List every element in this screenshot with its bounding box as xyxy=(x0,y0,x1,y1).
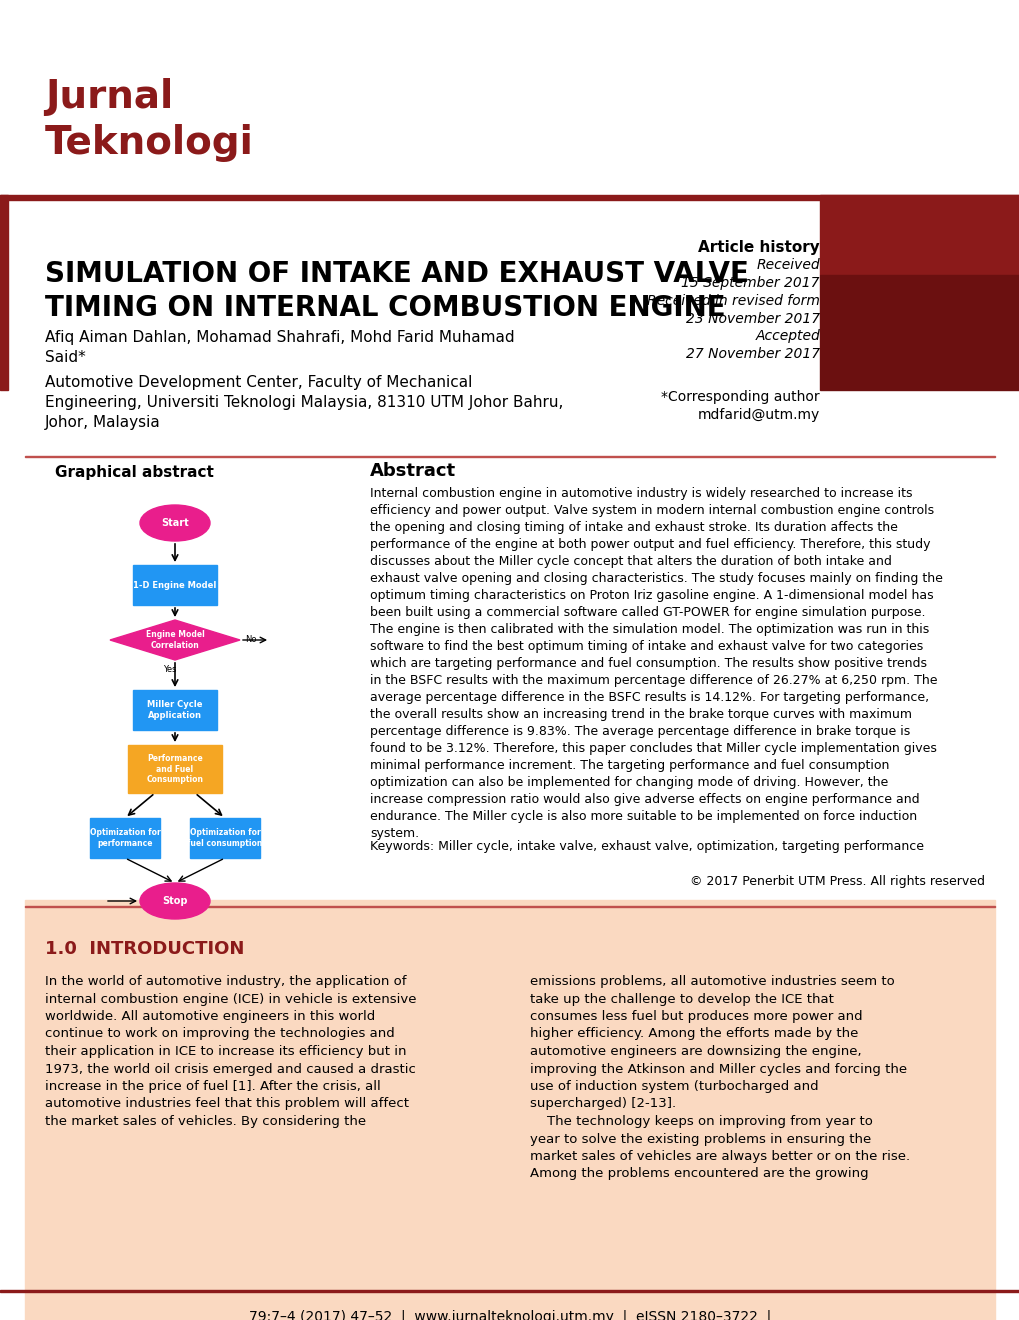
Text: Miller Cycle
Application: Miller Cycle Application xyxy=(147,701,203,719)
Bar xyxy=(0,198,819,201)
Text: Abstract: Abstract xyxy=(370,462,455,480)
FancyBboxPatch shape xyxy=(90,818,160,858)
Text: Automotive Development Center, Faculty of Mechanical
Engineering, Universiti Tek: Automotive Development Center, Faculty o… xyxy=(45,375,562,429)
FancyBboxPatch shape xyxy=(132,565,217,605)
Text: Graphical abstract: Graphical abstract xyxy=(55,465,214,480)
Text: Internal combustion engine in automotive industry is widely researched to increa: Internal combustion engine in automotive… xyxy=(370,487,942,840)
Bar xyxy=(0,1290,1019,1292)
Text: Yes: Yes xyxy=(163,665,176,675)
Text: Optimization for
fuel consumption: Optimization for fuel consumption xyxy=(187,829,263,847)
FancyBboxPatch shape xyxy=(127,744,222,793)
Text: SIMULATION OF INTAKE AND EXHAUST VALVE
TIMING ON INTERNAL COMBUSTION ENGINE: SIMULATION OF INTAKE AND EXHAUST VALVE T… xyxy=(45,260,748,322)
Text: 79:7–4 (2017) 47–52  |  www.jurnalteknologi.utm.my  |  eISSN 2180–3722  |: 79:7–4 (2017) 47–52 | www.jurnalteknolog… xyxy=(249,1309,770,1320)
Text: Stop: Stop xyxy=(162,896,187,906)
Text: *Corresponding author
mdfarid@utm.my: *Corresponding author mdfarid@utm.my xyxy=(660,389,819,422)
Text: Start: Start xyxy=(161,517,189,528)
Bar xyxy=(819,275,1019,389)
Text: © 2017 Penerbit UTM Press. All rights reserved: © 2017 Penerbit UTM Press. All rights re… xyxy=(689,875,984,888)
FancyBboxPatch shape xyxy=(132,690,217,730)
Text: 1.0  INTRODUCTION: 1.0 INTRODUCTION xyxy=(45,940,245,958)
Text: Engine Model
Correlation: Engine Model Correlation xyxy=(146,630,204,649)
Text: emissions problems, all automotive industries seem to
take up the challenge to d: emissions problems, all automotive indus… xyxy=(530,975,909,1180)
Text: Performance
and Fuel
Consumption: Performance and Fuel Consumption xyxy=(147,754,204,784)
Bar xyxy=(0,195,1019,198)
Text: Full Paper: Full Paper xyxy=(864,145,974,165)
Text: Optimization for
performance: Optimization for performance xyxy=(90,829,160,847)
Text: Keywords: Miller cycle, intake valve, exhaust valve, optimization, targeting per: Keywords: Miller cycle, intake valve, ex… xyxy=(370,840,923,853)
Text: No: No xyxy=(245,635,256,644)
Ellipse shape xyxy=(140,883,210,919)
Polygon shape xyxy=(110,620,239,660)
Text: Article history: Article history xyxy=(698,240,819,255)
Bar xyxy=(0,195,8,389)
Text: 1-D Engine Model: 1-D Engine Model xyxy=(133,581,216,590)
Text: Afiq Aiman Dahlan, Mohamad Shahrafi, Mohd Farid Muhamad
Said*: Afiq Aiman Dahlan, Mohamad Shahrafi, Moh… xyxy=(45,330,515,364)
Text: Jurnal
Teknologi: Jurnal Teknologi xyxy=(45,78,254,162)
Bar xyxy=(25,900,994,1320)
Bar xyxy=(25,455,994,457)
Text: In the world of automotive industry, the application of
internal combustion engi: In the world of automotive industry, the… xyxy=(45,975,416,1129)
Bar xyxy=(25,906,994,907)
FancyBboxPatch shape xyxy=(190,818,260,858)
Text: Received
15 September 2017
Received in revised form
23 November 2017
Accepted
27: Received 15 September 2017 Received in r… xyxy=(646,257,819,362)
Ellipse shape xyxy=(140,506,210,541)
Bar xyxy=(819,195,1019,275)
